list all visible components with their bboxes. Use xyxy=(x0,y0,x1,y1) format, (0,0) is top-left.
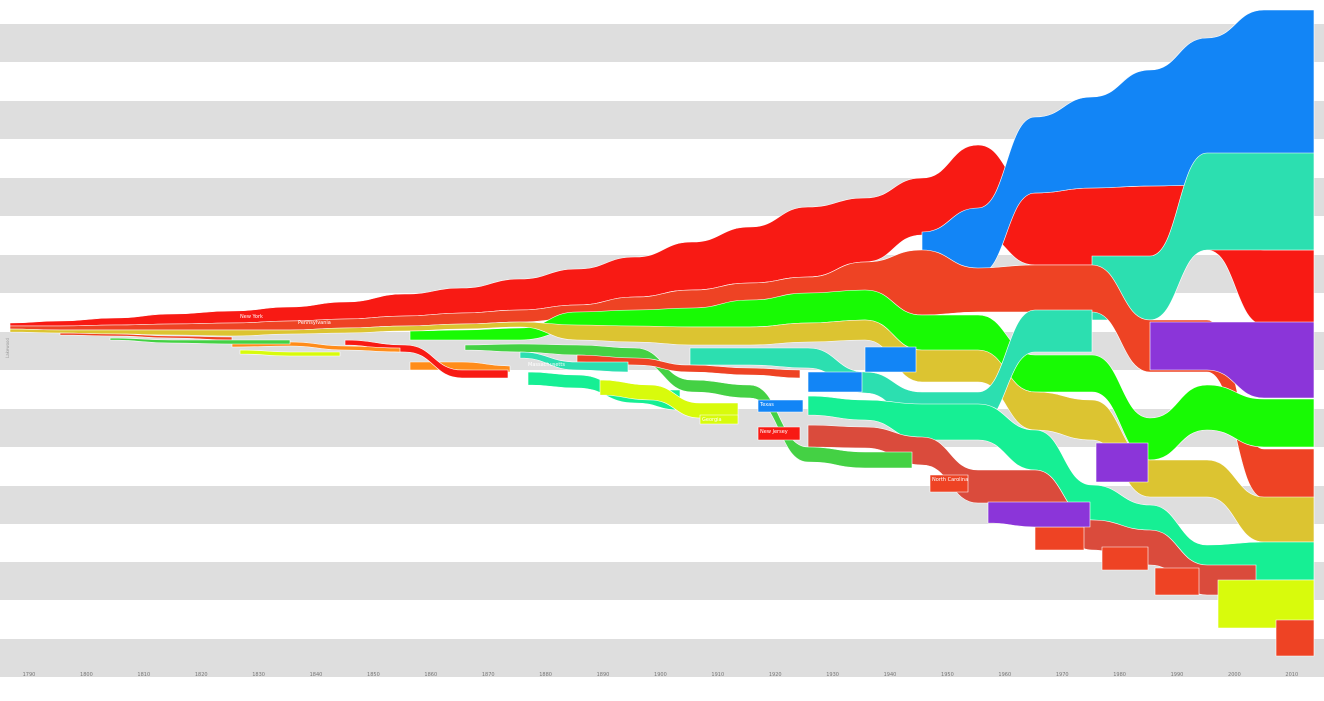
stream-33 xyxy=(519,351,629,373)
stream-21 xyxy=(987,501,1091,528)
stream-label-4: Texas xyxy=(759,402,774,408)
stream-label-2: Massachusetts xyxy=(528,362,565,368)
tick-label-1930: 1930 xyxy=(826,672,839,678)
tick-label-1790: 1790 xyxy=(23,672,36,678)
tick-label-1950: 1950 xyxy=(941,672,954,678)
stream-1 xyxy=(921,9,1315,275)
stream-32 xyxy=(109,337,291,345)
tick-label-1800: 1800 xyxy=(80,672,93,678)
stream-6 xyxy=(1149,321,1315,399)
tick-label-1910: 1910 xyxy=(711,672,724,678)
stream-label-0: New York xyxy=(240,314,263,320)
stream-labels: New York Pennsylvania Massachusetts Georgia… xyxy=(240,314,968,483)
tick-label-1820: 1820 xyxy=(195,672,208,678)
tick-label-1860: 1860 xyxy=(424,672,437,678)
y-side-label: Lakewood xyxy=(5,338,10,358)
band-0 xyxy=(0,24,1324,62)
stream-label-6: North Carolina xyxy=(932,477,968,483)
stream-16 xyxy=(1275,619,1315,657)
tick-label-1810: 1810 xyxy=(137,672,150,678)
tick-label-2000: 2000 xyxy=(1228,672,1241,678)
stream-24 xyxy=(929,474,969,493)
tick-label-1940: 1940 xyxy=(884,672,897,678)
tick-label-1890: 1890 xyxy=(597,672,610,678)
stream-label-3: Georgia xyxy=(702,417,722,423)
tick-label-1900: 1900 xyxy=(654,672,667,678)
stream-26 xyxy=(757,399,804,413)
stream-19 xyxy=(1154,567,1200,596)
tick-label-1960: 1960 xyxy=(998,672,1011,678)
tick-label-1830: 1830 xyxy=(252,672,265,678)
tick-label-2010: 2010 xyxy=(1285,672,1298,678)
stream-2 xyxy=(1091,152,1315,321)
tick-label-1920: 1920 xyxy=(769,672,782,678)
tick-label-1990: 1990 xyxy=(1171,672,1184,678)
stream-label-1: Pennsylvania xyxy=(298,320,331,326)
tick-label-1970: 1970 xyxy=(1056,672,1069,678)
tick-label-1840: 1840 xyxy=(310,672,323,678)
stream-27 xyxy=(699,414,739,425)
stream-17 xyxy=(1034,526,1085,551)
stream-25 xyxy=(757,426,801,441)
stream-30 xyxy=(239,349,341,357)
tick-label-1880: 1880 xyxy=(539,672,552,678)
stream-8 xyxy=(807,371,863,393)
stream-label-5: New Jersey xyxy=(760,429,788,435)
stream-28 xyxy=(576,354,801,379)
stream-18 xyxy=(1101,546,1149,571)
streams-layer xyxy=(9,9,1315,657)
tick-label-1870: 1870 xyxy=(482,672,495,678)
tick-label-1850: 1850 xyxy=(367,672,380,678)
band-8 xyxy=(0,639,1324,677)
x-axis-ticks: 1790 1800 1810 1820 1830 1840 1850 1860 1870 1880… xyxy=(23,672,1299,678)
stream-22 xyxy=(1095,442,1149,483)
tick-label-1980: 1980 xyxy=(1113,672,1126,678)
stream-9 xyxy=(864,346,917,373)
